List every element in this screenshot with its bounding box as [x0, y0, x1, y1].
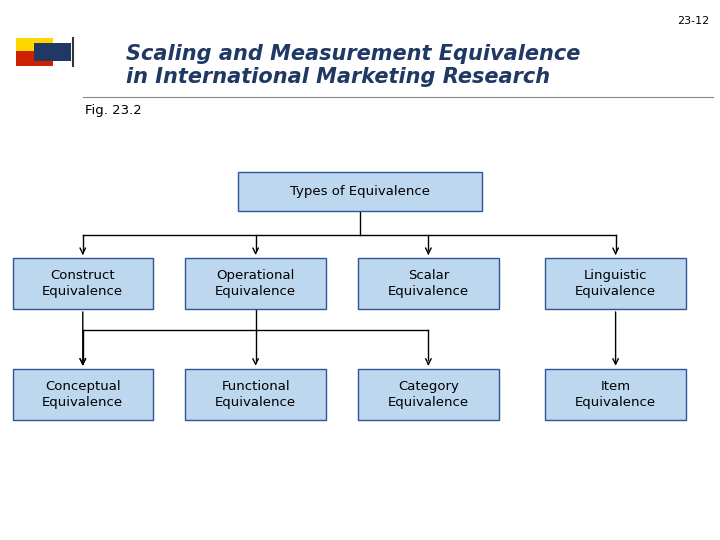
Text: Fig. 23.2: Fig. 23.2	[85, 104, 142, 117]
Text: Scalar
Equivalence: Scalar Equivalence	[388, 269, 469, 298]
Bar	[16, 51, 53, 66]
Text: Item
Equivalence: Item Equivalence	[575, 380, 656, 409]
Text: Types of Equivalence: Types of Equivalence	[290, 185, 430, 198]
FancyBboxPatch shape	[238, 172, 482, 211]
Text: Operational
Equivalence: Operational Equivalence	[215, 269, 296, 298]
Text: Conceptual
Equivalence: Conceptual Equivalence	[42, 380, 123, 409]
FancyBboxPatch shape	[358, 368, 498, 420]
FancyBboxPatch shape	[13, 258, 153, 309]
FancyBboxPatch shape	[185, 258, 325, 309]
FancyBboxPatch shape	[358, 258, 498, 309]
FancyBboxPatch shape	[13, 368, 153, 420]
Text: in International Marketing Research: in International Marketing Research	[126, 66, 550, 87]
Text: 23-12: 23-12	[677, 16, 709, 26]
Text: Category
Equivalence: Category Equivalence	[388, 380, 469, 409]
FancyBboxPatch shape	[546, 368, 685, 420]
Text: Scaling and Measurement Equivalence: Scaling and Measurement Equivalence	[126, 44, 580, 64]
Text: Linguistic
Equivalence: Linguistic Equivalence	[575, 269, 656, 298]
Bar	[34, 43, 71, 61]
FancyBboxPatch shape	[546, 258, 685, 309]
FancyBboxPatch shape	[185, 368, 325, 420]
Text: Construct
Equivalence: Construct Equivalence	[42, 269, 123, 298]
Bar	[16, 38, 53, 52]
Text: Functional
Equivalence: Functional Equivalence	[215, 380, 296, 409]
